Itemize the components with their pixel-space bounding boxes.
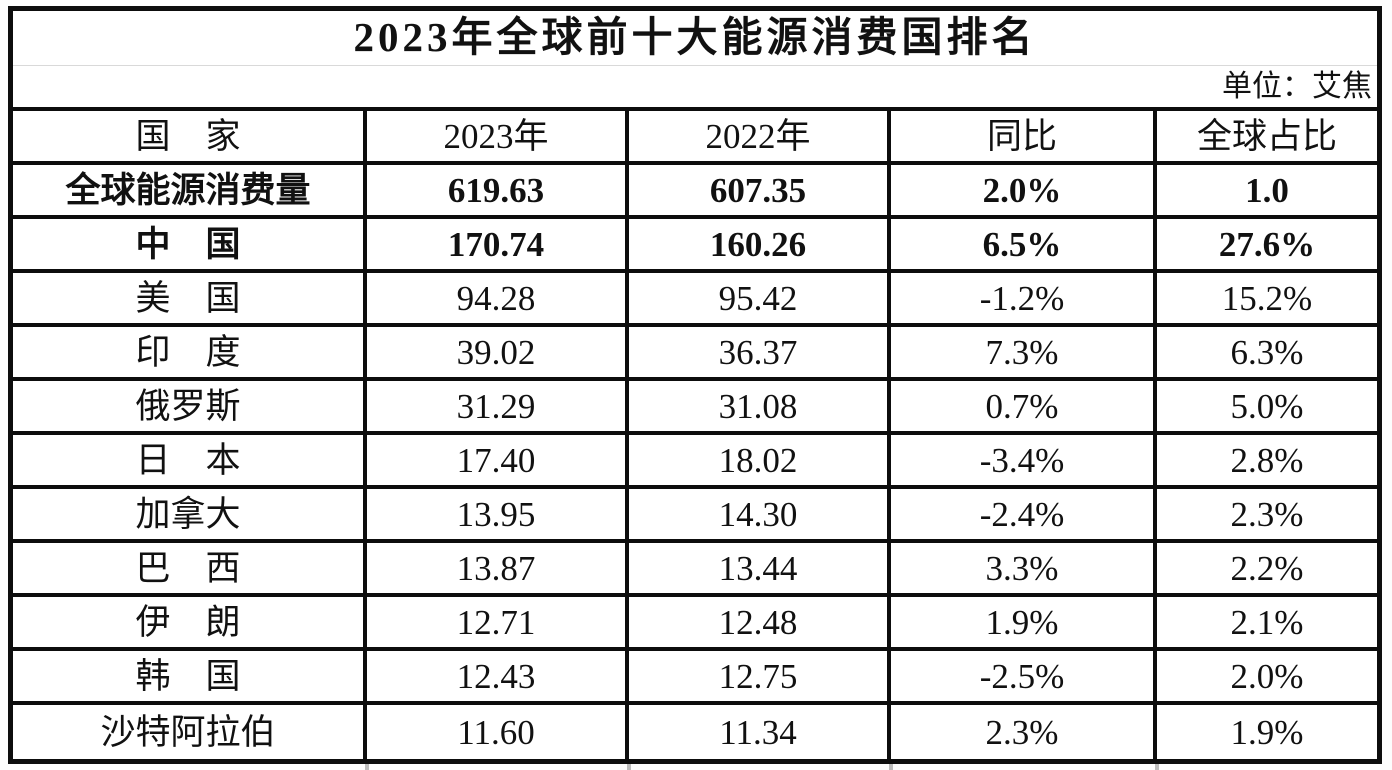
divider-stub: [1155, 764, 1159, 770]
value-cell: 170.74: [367, 219, 629, 273]
value-cell: 6.5%: [891, 219, 1157, 273]
value-cell: 94.28: [367, 273, 629, 327]
value-cell: 13.44: [629, 543, 891, 597]
column-header-share: 全球占比: [1157, 111, 1377, 165]
value-cell: 36.37: [629, 327, 891, 381]
value-cell: 15.2%: [1157, 273, 1377, 327]
title-row: 2023年全球前十大能源消费国排名: [13, 11, 1377, 66]
country-cell: 美 国: [13, 273, 367, 327]
unit-row: 单位：艾焦: [13, 66, 1377, 111]
value-cell: 12.75: [629, 651, 891, 705]
value-cell: 95.42: [629, 273, 891, 327]
value-cell: 14.30: [629, 489, 891, 543]
country-cell: 巴 西: [13, 543, 367, 597]
country-cell: 沙特阿拉伯: [13, 705, 367, 759]
country-cell: 加拿大: [13, 489, 367, 543]
value-cell: 2.1%: [1157, 597, 1377, 651]
country-cell: 印 度: [13, 327, 367, 381]
value-cell: 160.26: [629, 219, 891, 273]
value-cell: 2.0%: [891, 165, 1157, 219]
value-cell: 0.7%: [891, 381, 1157, 435]
value-cell: 2.3%: [891, 705, 1157, 759]
value-cell: 6.3%: [1157, 327, 1377, 381]
value-cell: 2.0%: [1157, 651, 1377, 705]
country-cell: 全球能源消费量: [13, 165, 367, 219]
value-cell: 619.63: [367, 165, 629, 219]
value-cell: 2.2%: [1157, 543, 1377, 597]
value-cell: 1.0: [1157, 165, 1377, 219]
value-cell: 12.43: [367, 651, 629, 705]
page-title: 2023年全球前十大能源消费国排名: [353, 13, 1037, 60]
value-cell: 31.29: [367, 381, 629, 435]
value-cell: 1.9%: [1230, 712, 1304, 752]
divider-stub: [365, 764, 369, 770]
column-header-2022: 2022年: [629, 111, 891, 165]
value-cell: 13.87: [367, 543, 629, 597]
value-cell: 11.60: [367, 705, 629, 759]
data-table: 国 家 2023年 2022年 同比 全球占比 全球能源消费量 619.63 6…: [13, 111, 1377, 759]
divider-stub: [889, 764, 893, 770]
country-cell: 日 本: [13, 435, 367, 489]
value-cell: 2.3%: [1157, 489, 1377, 543]
value-cell: 11.34: [629, 705, 891, 759]
value-cell: 12.48: [629, 597, 891, 651]
value-cell: 39.02: [367, 327, 629, 381]
value-cell: -3.4%: [891, 435, 1157, 489]
value-cell: 31.08: [629, 381, 891, 435]
country-cell: 韩 国: [13, 651, 367, 705]
country-cell: 伊 朗: [13, 597, 367, 651]
value-cell: 18.02: [629, 435, 891, 489]
value-cell: 5.0%: [1157, 381, 1377, 435]
value-cell: 12.71: [367, 597, 629, 651]
divider-stub: [627, 764, 631, 770]
value-cell: -2.4%: [891, 489, 1157, 543]
value-cell: -1.2%: [891, 273, 1157, 327]
column-header-2023: 2023年: [367, 111, 629, 165]
value-cell: 17.40: [367, 435, 629, 489]
value-cell: 27.6%: [1157, 219, 1377, 273]
value-cell: -2.5%: [891, 651, 1157, 705]
value-cell: 13.95: [367, 489, 629, 543]
value-cell: 1.9%: [891, 597, 1157, 651]
value-cell: 7.3%: [891, 327, 1157, 381]
value-cell: 2.8%: [1157, 435, 1377, 489]
table-frame: 2023年全球前十大能源消费国排名 单位：艾焦 国 家 2023年 2022年 …: [8, 6, 1382, 764]
column-header-country: 国 家: [13, 111, 367, 165]
country-cell: 俄罗斯: [13, 381, 367, 435]
unit-label: 单位：艾焦: [1222, 69, 1372, 103]
value-cell: 607.35: [629, 165, 891, 219]
value-cell: 3.3%: [891, 543, 1157, 597]
country-cell: 中 国: [13, 219, 367, 273]
column-header-yoy: 同比: [891, 111, 1157, 165]
